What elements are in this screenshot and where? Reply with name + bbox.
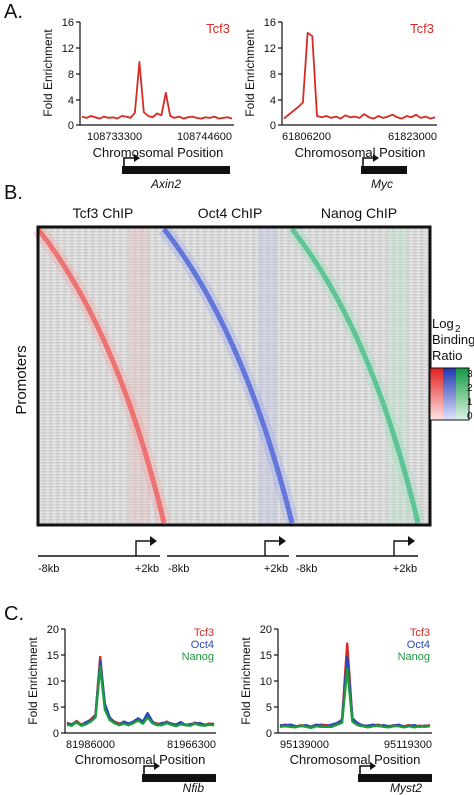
a-right-ytick: 4 xyxy=(270,95,276,107)
axis-right-label: +2kb xyxy=(393,563,417,575)
axis-left-label: -8kb xyxy=(168,563,189,575)
series-line-oct4-c-left xyxy=(66,660,215,727)
c-right-legend-tcf3: Tcf3 xyxy=(410,627,430,639)
a-left-ylabel: Fold Enrichment xyxy=(41,29,55,117)
c-left-ytick: 5 xyxy=(53,702,59,714)
c-left-legend-nanog: Nanog xyxy=(182,651,214,663)
c-right-xtick-start: 95139000 xyxy=(280,739,329,751)
series-line-tcf3-c-left xyxy=(66,655,215,727)
legend-tick: 1 xyxy=(467,397,473,408)
panel-c-label: C. xyxy=(4,603,24,625)
tcf3-binding-band xyxy=(36,227,167,524)
series-line-nanog-c-left xyxy=(66,665,215,728)
c-left-ytick: 15 xyxy=(47,650,59,662)
c-right-xtick-end: 95119300 xyxy=(384,739,432,751)
a-right-xlabel: Chromosomal Position xyxy=(295,145,426,160)
a-left-xtick-end: 108744600 xyxy=(177,131,232,143)
legend-title-ratio: Ratio xyxy=(432,348,462,363)
a-left-ytick: 0 xyxy=(68,120,74,132)
legend-title-binding: Binding xyxy=(432,332,474,347)
nfib-gene-track xyxy=(142,762,216,782)
a-left-ytick: 12 xyxy=(62,43,74,55)
c-right-ytick: 15 xyxy=(260,650,272,662)
color-scale-legend xyxy=(429,367,470,421)
a-right-legend: Tcf3 xyxy=(410,21,434,36)
oct4-chip-title: Oct4 ChIP xyxy=(198,205,263,221)
legend-title-log: Log xyxy=(432,316,454,331)
a-left-xlabel: Chromosomal Position xyxy=(93,145,224,160)
a-left-ytick: 4 xyxy=(68,95,74,107)
axis-left-label: -8kb xyxy=(38,563,59,575)
legend-title-sub: 2 xyxy=(455,324,461,335)
c-right-ytick: 20 xyxy=(260,624,272,636)
c-right-ytick: 0 xyxy=(266,728,272,740)
a-left-gene-label: Axin2 xyxy=(150,177,181,191)
series-line-nanog-c-right xyxy=(279,667,431,729)
legend-tick: 2 xyxy=(467,383,473,394)
c-right-ylabel: Fold Enrichment xyxy=(239,637,253,725)
a-left-ytick: 16 xyxy=(62,17,74,29)
c-left-ytick: 10 xyxy=(47,676,59,688)
a-right-ylabel: Fold Enrichment xyxy=(243,29,257,117)
c-left-ytick: 0 xyxy=(53,728,59,740)
tss-axes xyxy=(38,540,418,557)
a-right-ytick: 12 xyxy=(264,43,276,55)
c-right-legend-oct4: Oct4 xyxy=(407,639,430,651)
a-right-ytick: 16 xyxy=(264,17,276,29)
series-line-oct4-c-right xyxy=(279,655,431,728)
a-right-gene-label: Myc xyxy=(371,177,393,191)
panel-a-label: A. xyxy=(4,1,23,23)
binding-heatmap xyxy=(32,224,432,527)
series-line-tcf3-a-left xyxy=(81,61,233,120)
oct4-binding-band xyxy=(162,227,295,524)
a-left-ytick: 8 xyxy=(68,69,74,81)
c-left-legend-tcf3: Tcf3 xyxy=(194,627,214,639)
legend-tick: 3 xyxy=(467,369,473,380)
axin2-gene-track xyxy=(122,154,230,174)
a-right-xtick-start: 61806200 xyxy=(282,131,331,143)
a-right-xtick-end: 61823000 xyxy=(388,131,437,143)
a-right-ytick: 0 xyxy=(270,120,276,132)
a-left-legend: Tcf3 xyxy=(206,21,230,36)
c-right-gene-label: Myst2 xyxy=(390,781,422,795)
myc-gene-track xyxy=(361,154,407,174)
nanog-binding-band xyxy=(290,227,421,524)
tss-arrowheads xyxy=(150,536,415,546)
c-left-gene-label: Nfib xyxy=(183,781,205,795)
panel-c-left-axes xyxy=(61,628,216,734)
c-right-ytick: 5 xyxy=(266,702,272,714)
c-left-xtick-start: 81986000 xyxy=(66,739,115,751)
panel-b-label: B. xyxy=(4,182,23,204)
c-left-legend-oct4: Oct4 xyxy=(191,639,214,651)
c-right-xlabel: Chromosomal Position xyxy=(290,752,421,767)
panel-a-right-axes xyxy=(278,21,437,126)
a-right-ytick: 8 xyxy=(270,69,276,81)
a-left-xtick-start: 108733300 xyxy=(87,131,142,143)
series-line-tcf3-a-right xyxy=(283,32,436,120)
panel-c-lines xyxy=(66,642,431,729)
c-left-ylabel: Fold Enrichment xyxy=(26,637,40,725)
axis-right-label: +2kb xyxy=(264,563,288,575)
nanog-chip-title: Nanog ChIP xyxy=(321,205,397,221)
c-right-ytick: 10 xyxy=(260,676,272,688)
promoters-label: Promoters xyxy=(13,345,30,414)
panel-c-right-axes xyxy=(274,628,432,734)
c-left-xtick-end: 81966300 xyxy=(167,739,216,751)
panel-a-left-axes xyxy=(76,21,234,126)
axis-right-label: +2kb xyxy=(135,563,159,575)
myst2-gene-track xyxy=(358,762,432,782)
panel-a-lines xyxy=(81,32,436,120)
c-left-xlabel: Chromosomal Position xyxy=(75,752,206,767)
axis-left-label: -8kb xyxy=(296,563,317,575)
c-left-ytick: 20 xyxy=(47,624,59,636)
tcf3-chip-title: Tcf3 ChIP xyxy=(73,205,134,221)
legend-tick: 0 xyxy=(467,411,473,422)
c-right-legend-nanog: Nanog xyxy=(398,651,430,663)
